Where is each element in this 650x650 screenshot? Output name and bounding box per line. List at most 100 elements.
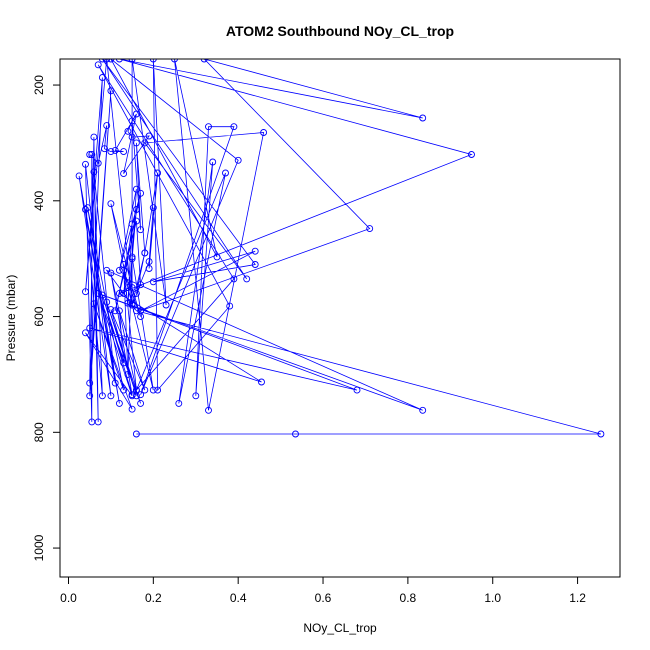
data-point	[128, 255, 136, 263]
data-point	[86, 324, 94, 332]
data-point	[251, 247, 259, 255]
data-point	[84, 204, 92, 212]
data-point	[90, 300, 98, 308]
data-point	[132, 139, 140, 147]
data-point	[137, 226, 145, 234]
data-point	[98, 59, 106, 63]
data-point	[419, 406, 427, 414]
data-point	[115, 289, 123, 297]
data-point	[124, 370, 132, 378]
y-tick-label: 200	[32, 75, 46, 95]
data-point	[115, 59, 123, 63]
data-point	[82, 160, 89, 168]
data-point	[107, 392, 115, 400]
data-point	[149, 278, 157, 286]
data-point	[132, 289, 140, 297]
data-point	[103, 298, 111, 306]
data-point	[111, 379, 119, 387]
data-point	[132, 110, 140, 118]
data-point	[88, 418, 96, 426]
data-point	[243, 275, 251, 283]
data-point	[88, 151, 96, 158]
series-line	[78, 59, 602, 435]
data-point	[120, 289, 128, 297]
data-point	[141, 386, 149, 394]
data-point	[213, 253, 221, 261]
data-point	[192, 392, 200, 400]
data-point	[86, 151, 94, 158]
data-point	[132, 206, 140, 213]
data-point	[101, 145, 108, 153]
data-point	[98, 392, 106, 400]
data-point	[132, 386, 140, 394]
data-point	[132, 430, 140, 438]
data-point	[132, 185, 140, 193]
data-point	[115, 307, 123, 315]
data-point	[107, 306, 115, 314]
data-point	[111, 307, 119, 315]
data-point	[124, 284, 132, 292]
data-point	[86, 379, 94, 387]
data-point	[90, 168, 98, 176]
data-point	[82, 288, 89, 296]
data-point	[137, 313, 145, 321]
data-point	[107, 200, 115, 208]
series-group	[75, 59, 605, 438]
data-point	[111, 146, 119, 154]
data-point	[107, 269, 115, 277]
data-point	[75, 172, 83, 180]
data-point	[103, 122, 111, 130]
data-point	[251, 261, 259, 268]
data-point	[128, 253, 136, 261]
data-point	[468, 151, 475, 158]
data-point	[128, 59, 136, 63]
x-tick-label: 0.4	[230, 591, 247, 605]
data-point	[82, 206, 89, 213]
data-point	[120, 386, 128, 394]
data-point	[120, 148, 128, 156]
data-point	[137, 189, 145, 197]
x-axis-label: NOy_CL_trop	[303, 621, 377, 635]
data-point	[137, 281, 145, 289]
data-point	[107, 59, 115, 63]
data-point	[137, 399, 145, 407]
data-point	[145, 265, 153, 272]
data-point	[200, 59, 208, 63]
data-point	[222, 169, 229, 177]
data-point	[141, 139, 149, 147]
data-point	[137, 391, 145, 399]
data-point	[205, 406, 212, 414]
data-point	[154, 169, 162, 177]
data-point	[115, 266, 123, 274]
y-tick-label: 600	[32, 306, 46, 326]
data-point	[90, 133, 98, 141]
data-point	[82, 329, 89, 337]
data-point	[205, 123, 212, 131]
data-point	[149, 386, 157, 394]
data-point	[128, 133, 136, 141]
data-point	[419, 114, 427, 122]
x-tick-label: 0.8	[400, 591, 417, 605]
y-tick-label: 800	[32, 422, 46, 442]
data-point	[94, 61, 102, 69]
data-point	[94, 289, 102, 297]
data-point	[171, 59, 178, 63]
data-point	[132, 217, 140, 225]
chart-title: ATOM2 Southbound NOy_CL_trop	[226, 23, 454, 39]
data-point	[149, 204, 157, 212]
x-tick-label: 0.0	[60, 591, 77, 605]
data-point	[98, 291, 106, 299]
data-point	[230, 123, 238, 131]
x-tick-label: 1.2	[569, 591, 586, 605]
data-point	[234, 156, 242, 164]
data-point	[128, 117, 136, 125]
y-axis-label: Pressure (mbar)	[4, 275, 18, 362]
data-point	[128, 301, 136, 309]
data-point	[292, 430, 299, 438]
data-point	[209, 158, 217, 166]
data-point	[597, 430, 605, 438]
data-point	[258, 378, 265, 386]
x-tick-label: 1.0	[484, 591, 501, 605]
